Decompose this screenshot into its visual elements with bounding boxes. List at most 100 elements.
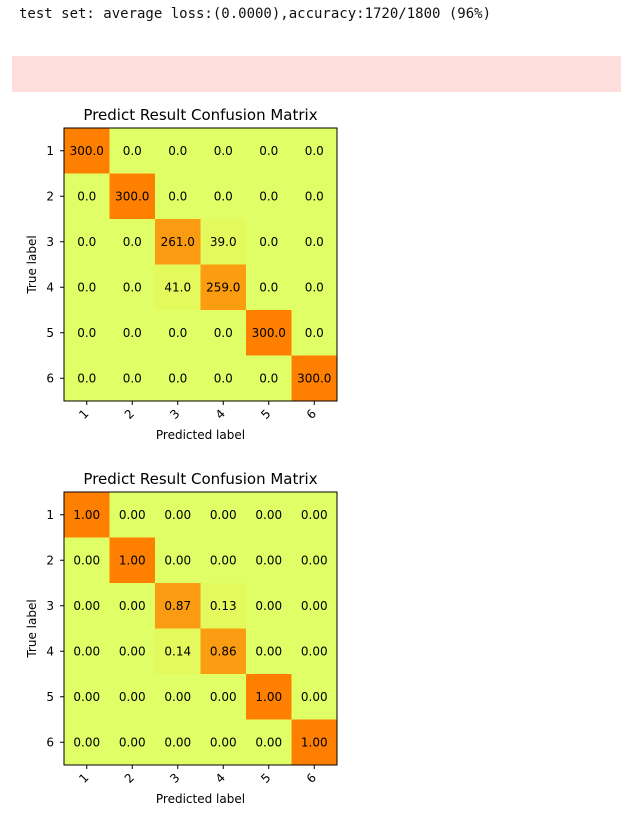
cell-value-label: 0.0 — [77, 326, 96, 340]
y-tick-label: 6 — [46, 735, 54, 749]
cell-value-label: 0.00 — [119, 599, 146, 613]
plot-frame — [63, 127, 338, 402]
heatmap-cell — [64, 674, 110, 720]
cell-value-label: 0.00 — [255, 508, 282, 522]
heatmap-cell — [200, 537, 247, 584]
heatmap-cell — [109, 628, 156, 675]
x-tick-label: 1 — [76, 407, 91, 422]
heatmap-cell — [109, 173, 156, 220]
heatmap-cell — [64, 628, 110, 675]
y-tick-label: 2 — [46, 553, 54, 567]
heatmap-cell — [109, 264, 156, 311]
heatmap-cell — [246, 310, 292, 356]
heatmap-cell — [155, 537, 201, 584]
heatmap-cell — [246, 719, 292, 766]
heatmap-cell — [246, 674, 292, 720]
chart-title: Predict Result Confusion Matrix — [83, 470, 317, 488]
heatmap-cell — [200, 128, 247, 174]
cell-value-label: 0.00 — [301, 690, 328, 704]
heatmap-cell — [291, 537, 338, 584]
heatmap-cell — [64, 128, 110, 174]
cell-value-label: 0.0 — [168, 371, 187, 385]
heatmap-cell — [109, 310, 156, 356]
cell-value-label: 0.0 — [259, 371, 278, 385]
y-tick-label: 6 — [46, 371, 54, 385]
heatmap-cell — [200, 355, 247, 402]
heatmap-cell — [246, 173, 292, 220]
heatmap-cell — [155, 173, 201, 220]
cell-value-label: 300.0 — [115, 189, 149, 203]
cell-value-label: 0.0 — [123, 280, 142, 294]
y-tick-label: 3 — [46, 599, 54, 613]
cell-value-label: 0.00 — [164, 508, 191, 522]
heatmap-cell — [246, 628, 292, 675]
cell-value-label: 0.00 — [73, 690, 100, 704]
heatmap-cell — [155, 583, 201, 629]
cell-value-label: 0.14 — [164, 644, 191, 658]
cell-value-label: 0.0 — [305, 235, 324, 249]
heatmap-cell — [155, 310, 201, 356]
cell-value-label: 0.0 — [77, 235, 96, 249]
cell-value-label: 0.00 — [210, 508, 237, 522]
stderr-output-area — [12, 56, 621, 92]
heatmap-cell — [109, 583, 156, 629]
cell-value-label: 0.00 — [255, 735, 282, 749]
cell-value-label: 0.0 — [305, 326, 324, 340]
y-tick-label: 1 — [46, 508, 54, 522]
x-axis-label: Predicted label — [156, 792, 245, 806]
heatmap-cell — [246, 128, 292, 174]
heatmap-cell — [291, 674, 338, 720]
heatmap-cell — [155, 264, 201, 311]
cell-value-label: 0.00 — [255, 644, 282, 658]
cell-value-label: 300.0 — [297, 371, 331, 385]
cell-value-label: 0.0 — [168, 189, 187, 203]
heatmap-cell — [64, 264, 110, 311]
heatmap-cell — [200, 310, 247, 356]
cell-value-label: 261.0 — [161, 235, 195, 249]
heatmap-cell — [291, 628, 338, 675]
heatmap-cell — [155, 719, 201, 766]
heatmap-cell — [200, 492, 247, 538]
cell-value-label: 0.0 — [214, 189, 233, 203]
cell-value-label: 0.0 — [123, 371, 142, 385]
x-tick-label: 2 — [122, 407, 137, 422]
cell-value-label: 0.00 — [210, 553, 237, 567]
x-tick-label: 3 — [167, 407, 182, 422]
cell-value-label: 0.00 — [73, 553, 100, 567]
cell-value-label: 0.86 — [210, 644, 237, 658]
chart-svg: Predict Result Confusion Matrix 1.00 0.00 0… — [25, 470, 338, 806]
heatmap-cell — [291, 219, 338, 265]
heatmap-cell — [64, 173, 110, 220]
y-axis-label: True label — [25, 235, 39, 294]
cell-value-label: 0.0 — [259, 280, 278, 294]
y-tick-label: 5 — [46, 326, 54, 340]
stdout-line: test set: average loss:(0.0000),accuracy… — [19, 6, 492, 22]
heatmap-cell — [155, 128, 201, 174]
y-axis-label: True label — [25, 599, 39, 658]
heatmap-cell — [64, 219, 110, 265]
heatmap-cell — [200, 628, 247, 675]
cell-value-label: 0.0 — [123, 144, 142, 158]
heatmap-cell — [291, 719, 338, 766]
heatmap-cell — [200, 719, 247, 766]
cell-value-label: 1.00 — [255, 690, 282, 704]
cell-value-label: 0.0 — [214, 371, 233, 385]
confusion-matrix-counts-chart: Predict Result Confusion Matrix 300.0 0.0 0… — [20, 100, 380, 445]
cell-value-label: 0.0 — [123, 235, 142, 249]
heatmap-cell — [155, 492, 201, 538]
confusion-matrix-normalized-chart: Predict Result Confusion Matrix 1.00 0.00 0… — [20, 464, 380, 809]
heatmap-cell — [291, 310, 338, 356]
chart-title: Predict Result Confusion Matrix — [83, 106, 317, 124]
heatmap-cell — [291, 128, 338, 174]
cell-value-label: 0.00 — [73, 735, 100, 749]
heatmap-cell — [109, 219, 156, 265]
heatmap-cell — [200, 173, 247, 220]
heatmap-cell — [109, 492, 156, 538]
cell-value-label: 259.0 — [206, 280, 240, 294]
cell-value-label: 41.0 — [164, 280, 191, 294]
heatmap-cell — [200, 583, 247, 629]
y-tick-label: 2 — [46, 189, 54, 203]
cell-value-label: 0.00 — [301, 644, 328, 658]
heatmap-cell — [64, 583, 110, 629]
heatmap-cell — [200, 264, 247, 311]
